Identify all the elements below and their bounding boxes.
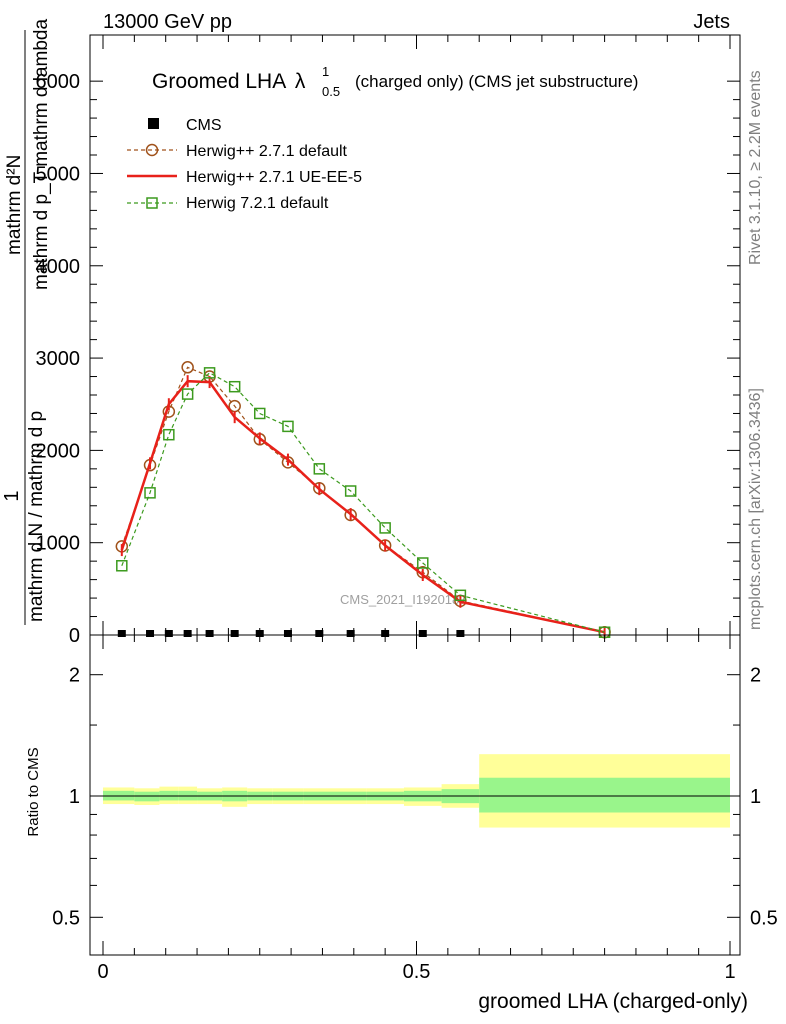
series-line-herwigpp-ueee5 bbox=[120, 379, 605, 634]
herwig7-default-point bbox=[313, 463, 326, 475]
main-plot: 0 1000 2000 3000 4000 5000 6000 CMS_2021_I1920… bbox=[36, 34, 741, 647]
herwig7-default-point bbox=[344, 485, 357, 497]
legend-label-herwigpp-default: Herwig++ 2.7.1 default bbox=[186, 143, 348, 160]
y-tick-label: 6000 bbox=[36, 71, 81, 93]
herwig7-default-point bbox=[144, 487, 156, 499]
x-axis-label: groomed LHA (charged-only) bbox=[478, 990, 748, 1013]
ratio-plot: 0.5 0.51 12 2 0 0.5 1 Ratio to CMS groomed LH… bbox=[25, 634, 778, 1013]
ratio-ytick-labels: 0.5 0.5 1 1 2 2 bbox=[52, 665, 778, 930]
legend-label-herwig7-default: Herwig 7.2.1 default bbox=[186, 195, 329, 212]
ratio-plot-frame bbox=[89, 634, 741, 956]
y-tick-label: 4000 bbox=[36, 256, 81, 278]
cms-data-point bbox=[315, 630, 324, 637]
herwig7-default-point bbox=[254, 407, 266, 420]
beam-label: 13000 GeV pp bbox=[103, 11, 232, 33]
y-tick-label: 5000 bbox=[36, 163, 81, 185]
legend-label-herwigpp-ueee5: Herwig++ 2.7.1 UE-EE-5 bbox=[186, 169, 362, 186]
plot-title-main: Groomed LHA bbox=[152, 70, 286, 93]
main-ytick-labels: 0 1000 2000 3000 4000 5000 6000 bbox=[36, 71, 81, 647]
cms-data-point bbox=[456, 630, 465, 637]
analysis-watermark: CMS_2021_I1920187 bbox=[340, 592, 467, 607]
herwig7-default-point bbox=[282, 420, 294, 433]
ratio-y-tick-label: 0.5 bbox=[52, 907, 80, 929]
y-tick-label: 2000 bbox=[36, 440, 81, 462]
cms-data-point bbox=[117, 630, 126, 637]
ratio-y-tick-label: 1 bbox=[69, 786, 80, 808]
plot-title-sub: 0.5 bbox=[322, 84, 340, 99]
x-tick-labels: 0 0.5 1 bbox=[97, 961, 735, 983]
category-label: Jets bbox=[693, 11, 730, 33]
ratio-bands bbox=[103, 754, 730, 828]
herwig7-default-point bbox=[203, 367, 216, 379]
herwig7-default-point bbox=[454, 589, 467, 602]
cms-data-point bbox=[146, 630, 155, 637]
cms-data-point bbox=[283, 630, 292, 637]
cms-data-point bbox=[381, 630, 390, 637]
cms-data-point bbox=[346, 630, 355, 637]
series-line-herwigpp-default bbox=[121, 366, 605, 633]
y-tick-label: 0 bbox=[69, 625, 80, 647]
cms-data-point bbox=[164, 630, 173, 637]
herwig7-default-point bbox=[116, 560, 128, 572]
x-tick-label: 0.5 bbox=[403, 961, 431, 983]
cms-data-point bbox=[205, 630, 214, 637]
legend-marker-cms bbox=[148, 118, 159, 129]
herwig7-default-point bbox=[181, 388, 194, 400]
x-tick-label: 1 bbox=[724, 961, 735, 983]
ylabel-top: mathrm d²N bbox=[4, 155, 25, 255]
ratio-y-tick-label-right: 0.5 bbox=[750, 907, 778, 929]
series-line-herwig7-default bbox=[121, 372, 605, 633]
herwig7-default-point bbox=[228, 380, 241, 393]
ylabel-bottom: mathrm d p_T mathrm d lambda bbox=[31, 19, 52, 290]
main-ylabel: 1 mathrm d N / mathrm d p mathrm d²N mat… bbox=[1, 19, 52, 625]
ylabel-denominator: mathrm d N / mathrm d p bbox=[26, 411, 47, 622]
plot-title-sup: 1 bbox=[322, 64, 329, 79]
legend: CMS Herwig++ 2.7.1 default Herwig++ 2.7.… bbox=[127, 117, 362, 212]
ratio-ticks bbox=[90, 635, 740, 955]
legend-label-cms: CMS bbox=[186, 117, 222, 134]
cms-data-point bbox=[255, 630, 264, 637]
ylabel-numerator: 1 bbox=[1, 490, 23, 501]
ratio-inner-band bbox=[134, 791, 160, 802]
herwig7-default-point bbox=[417, 557, 429, 569]
ratio-inner-band bbox=[479, 777, 730, 813]
plot-title-suffix: (charged only) (CMS jet substructure) bbox=[355, 72, 638, 91]
cms-data-point bbox=[418, 630, 427, 637]
main-ticks bbox=[90, 35, 740, 636]
ratio-y-tick-label-right: 2 bbox=[750, 665, 761, 687]
herwigpp-default-point bbox=[181, 361, 194, 374]
plot-title-lambda: λ bbox=[295, 70, 306, 93]
series-layer bbox=[115, 361, 611, 639]
y-tick-label: 1000 bbox=[36, 533, 81, 555]
legend-marker-herwigpp-default bbox=[145, 143, 159, 157]
rivet-version-label: Rivet 3.1.10, ≥ 2.2M events bbox=[747, 70, 764, 265]
plot-title: Groomed LHA λ bbox=[152, 70, 306, 93]
cms-data-point bbox=[183, 630, 192, 637]
legend-marker-herwig7-default bbox=[146, 197, 158, 209]
ratio-ylabel: Ratio to CMS bbox=[25, 747, 42, 836]
ratio-y-tick-label-right: 1 bbox=[750, 786, 761, 808]
mcplots-label: mcplots.cern.ch [arXiv:1306.3436] bbox=[747, 388, 764, 630]
x-tick-label: 0 bbox=[97, 961, 108, 983]
ratio-y-tick-label: 2 bbox=[69, 665, 80, 687]
herwig7-default-point bbox=[379, 522, 391, 534]
y-tick-label: 3000 bbox=[36, 348, 81, 370]
herwig7-default-point bbox=[163, 428, 175, 441]
cms-data-point bbox=[230, 630, 239, 637]
